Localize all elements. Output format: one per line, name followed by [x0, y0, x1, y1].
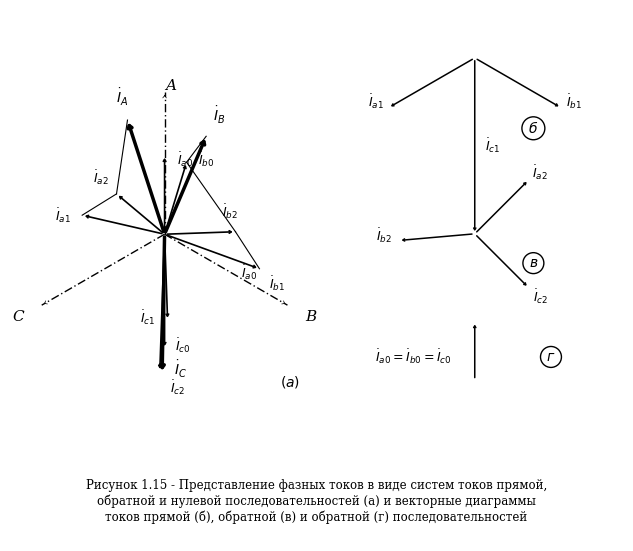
Text: $\dot{I}_{a2}$: $\dot{I}_{a2}$ [92, 169, 108, 187]
Text: $\dot{I}_{b1}$: $\dot{I}_{b1}$ [269, 274, 285, 293]
Text: $\dot{I}_{a1}$: $\dot{I}_{a1}$ [55, 206, 72, 224]
Text: $\dot{I}_{a0}=\dot{I}_{b0}=\dot{I}_{c0}$: $\dot{I}_{a0}=\dot{I}_{b0}=\dot{I}_{c0}$ [375, 348, 452, 366]
Text: Рисунок 1.15 - Представление фазных токов в виде систем токов прямой,
обратной и: Рисунок 1.15 - Представление фазных токо… [86, 479, 547, 523]
Text: $\dot{I}_{b2}$: $\dot{I}_{b2}$ [376, 226, 392, 245]
Text: $\dot{I}_{c1}$: $\dot{I}_{c1}$ [141, 309, 156, 327]
Text: $\dot{I}_{b0}$: $\dot{I}_{b0}$ [197, 150, 214, 169]
Text: $\dot{I}_{a2}$: $\dot{I}_{a2}$ [532, 164, 548, 182]
Text: $в$: $в$ [529, 256, 538, 270]
Text: $\dot{I}_C$: $\dot{I}_C$ [174, 359, 187, 380]
Text: $\dot{I}_B$: $\dot{I}_B$ [213, 105, 225, 127]
Text: $\dot{I}_{b1}$: $\dot{I}_{b1}$ [566, 93, 582, 111]
Text: $\dot{I}_{c0}$: $\dot{I}_{c0}$ [175, 337, 191, 355]
Text: $г$: $г$ [546, 350, 556, 364]
Text: $\dot{I}_{c2}$: $\dot{I}_{c2}$ [170, 378, 185, 397]
Text: $\dot{I}_{a1}$: $\dot{I}_{a1}$ [368, 93, 384, 111]
Text: $\dot{I}_A$: $\dot{I}_A$ [116, 87, 128, 108]
Text: B: B [305, 310, 316, 324]
Text: A: A [166, 79, 177, 93]
Text: C: C [13, 310, 24, 324]
Text: $\dot{I}_{a0}$: $\dot{I}_{a0}$ [241, 263, 257, 282]
Text: $\dot{I}_{b2}$: $\dot{I}_{b2}$ [222, 202, 238, 221]
Text: $\dot{I}_{a0}$: $\dot{I}_{a0}$ [177, 150, 193, 169]
Text: $б$: $б$ [529, 120, 539, 136]
Text: $(а)$: $(а)$ [280, 374, 300, 390]
Text: $\dot{I}_{c2}$: $\dot{I}_{c2}$ [533, 287, 548, 306]
Text: $\dot{I}_{c1}$: $\dot{I}_{c1}$ [486, 137, 501, 155]
